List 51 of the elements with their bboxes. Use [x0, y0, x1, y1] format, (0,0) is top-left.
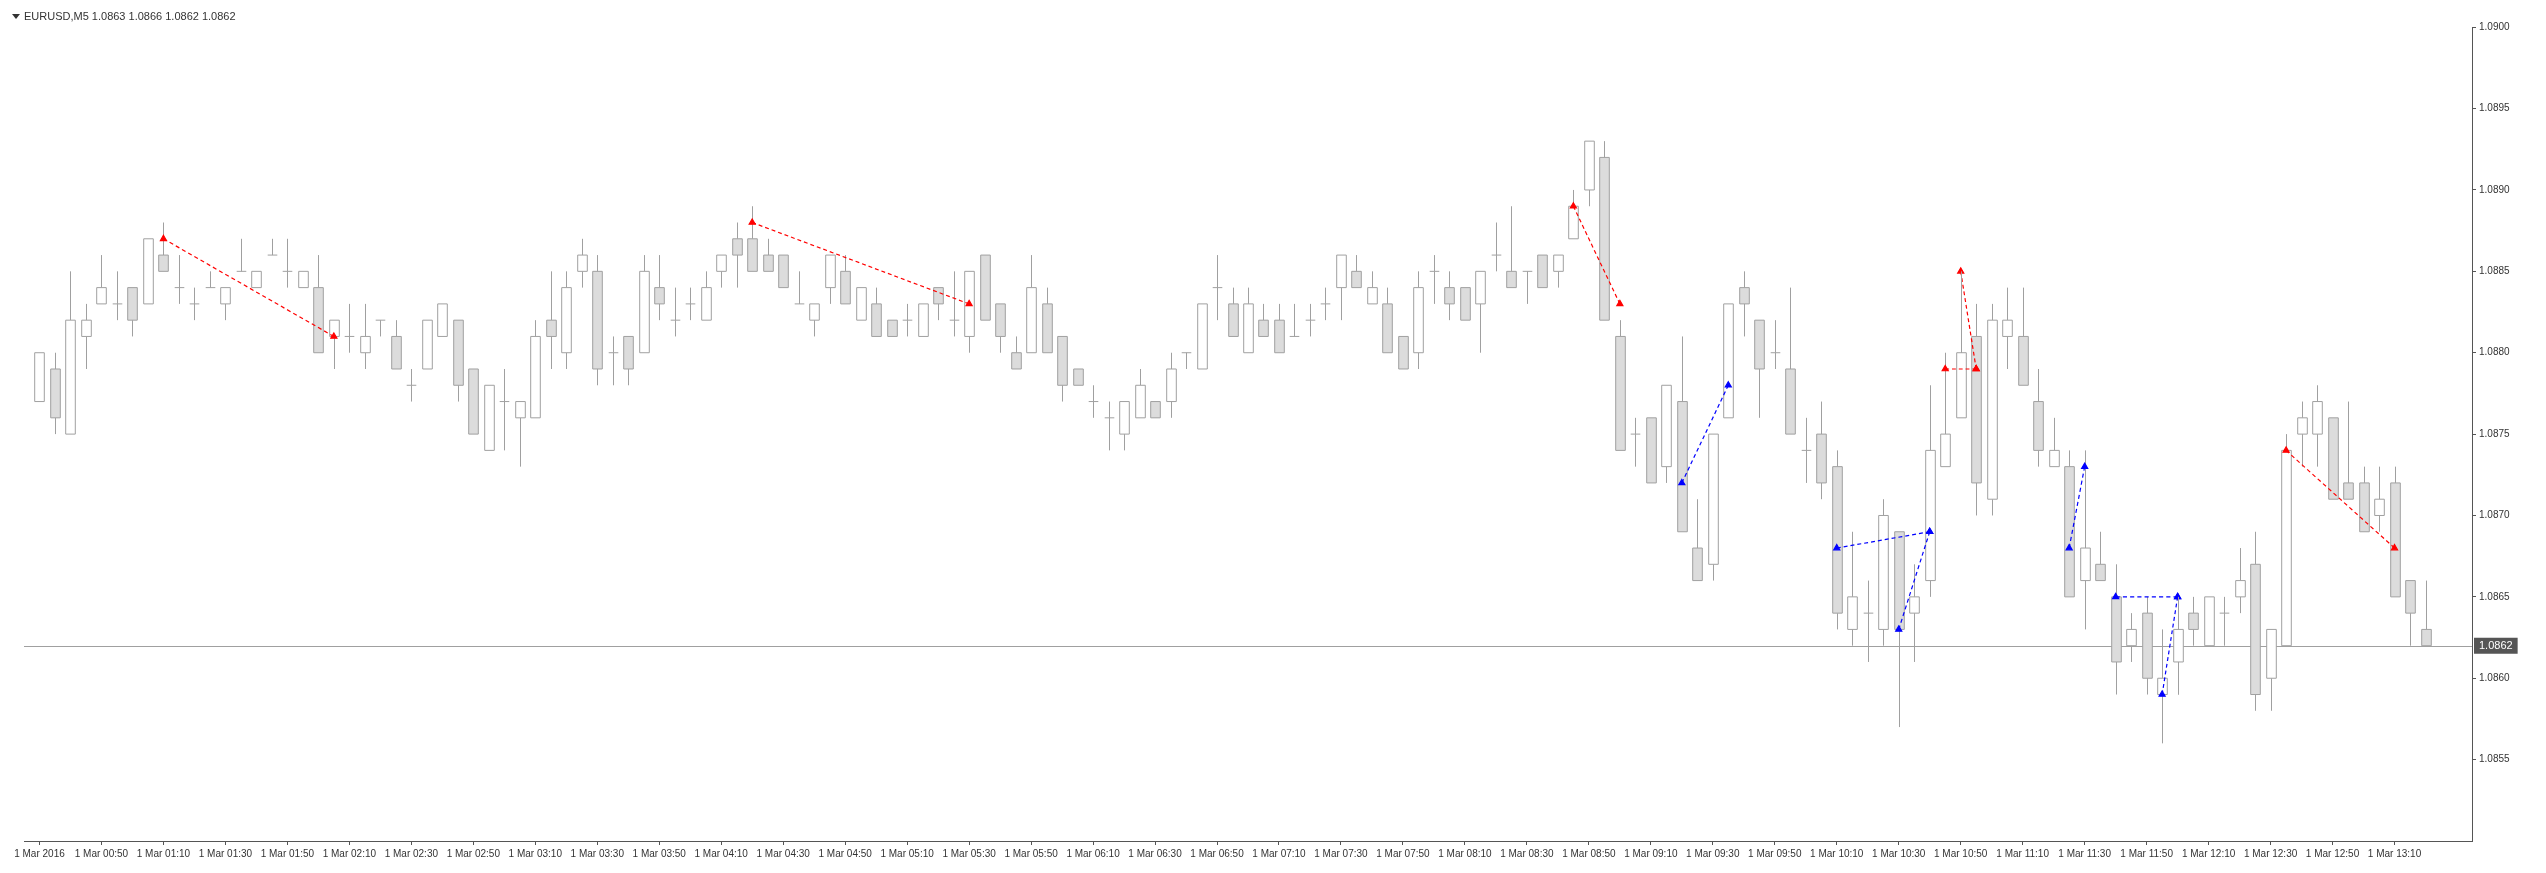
x-tick-label: 1 Mar 07:50	[1376, 847, 1431, 859]
x-tick-label: 1 Mar 05:50	[1004, 847, 1059, 859]
x-tick-label: 1 Mar 07:10	[1252, 847, 1307, 859]
x-tick-label: 1 Mar 13:10	[2367, 847, 2422, 859]
x-tick-label: 1 Mar 07:30	[1314, 847, 1369, 859]
y-tick-label: 1.0880	[2479, 346, 2511, 358]
y-tick-label: 1.0890	[2479, 183, 2511, 195]
y-tick-label: 1.0870	[2479, 509, 2511, 521]
x-tick-label: 1 Mar 04:30	[756, 847, 811, 859]
x-tick-label: 1 Mar 09:30	[1686, 847, 1740, 859]
x-tick-label: 1 Mar 02:50	[446, 847, 501, 859]
chart-title: EURUSD,M5 1.0863 1.0866 1.0862 1.0862	[24, 9, 236, 22]
x-tick-label: 1 Mar 01:50	[260, 847, 315, 859]
x-tick-label: 1 Mar 05:10	[880, 847, 935, 859]
ref-line-label: 1.0862	[2479, 638, 2513, 651]
x-tick-label: 1 Mar 01:30	[198, 847, 253, 859]
x-tick-label: 1 Mar 03:50	[632, 847, 687, 859]
x-tick-label: 1 Mar 10:30	[1872, 847, 1926, 859]
x-tick-label: 1 Mar 05:30	[942, 847, 997, 859]
x-tick-label: 1 Mar 02:30	[384, 847, 439, 859]
x-tick-label: 1 Mar 12:30	[2243, 847, 2298, 859]
x-tick-label: 1 Mar 10:10	[1810, 847, 1864, 859]
x-tick-label: 1 Mar 01:10	[136, 847, 191, 859]
x-tick-label: 1 Mar 06:10	[1066, 847, 1121, 859]
x-tick-label: 1 Mar 08:10	[1438, 847, 1493, 859]
y-tick-label: 1.0865	[2479, 590, 2511, 602]
y-tick-label: 1.0885	[2479, 265, 2511, 277]
x-tick-label: 1 Mar 10:50	[1934, 847, 1988, 859]
x-tick-label: 1 Mar 02:10	[322, 847, 377, 859]
x-tick-label: 1 Mar 04:10	[694, 847, 749, 859]
x-tick-label: 1 Mar 06:30	[1128, 847, 1183, 859]
x-tick-label: 1 Mar 11:50	[2120, 847, 2174, 859]
x-tick-label: 1 Mar 09:50	[1748, 847, 1802, 859]
y-tick-label: 1.0900	[2479, 20, 2511, 32]
x-tick-label: 1 Mar 08:30	[1500, 847, 1554, 859]
x-tick-label: 1 Mar 11:10	[1996, 847, 2050, 859]
x-tick-label: 1 Mar 09:10	[1624, 847, 1678, 859]
x-tick-label: 1 Mar 08:50	[1562, 847, 1616, 859]
x-tick-label: 1 Mar 03:30	[570, 847, 625, 859]
x-tick-label: 1 Mar 2016	[14, 847, 66, 859]
x-tick-label: 1 Mar 00:50	[74, 847, 129, 859]
x-tick-label: 1 Mar 04:50	[818, 847, 873, 859]
y-tick-label: 1.0855	[2479, 753, 2511, 765]
y-tick-label: 1.0860	[2479, 671, 2511, 683]
x-tick-label: 1 Mar 12:10	[2181, 847, 2236, 859]
x-tick-label: 1 Mar 12:50	[2305, 847, 2360, 859]
y-tick-label: 1.0875	[2479, 427, 2511, 439]
y-tick-label: 1.0895	[2479, 102, 2511, 114]
x-tick-label: 1 Mar 03:10	[508, 847, 563, 859]
x-tick-label: 1 Mar 06:50	[1190, 847, 1245, 859]
x-tick-label: 1 Mar 11:30	[2058, 847, 2112, 859]
